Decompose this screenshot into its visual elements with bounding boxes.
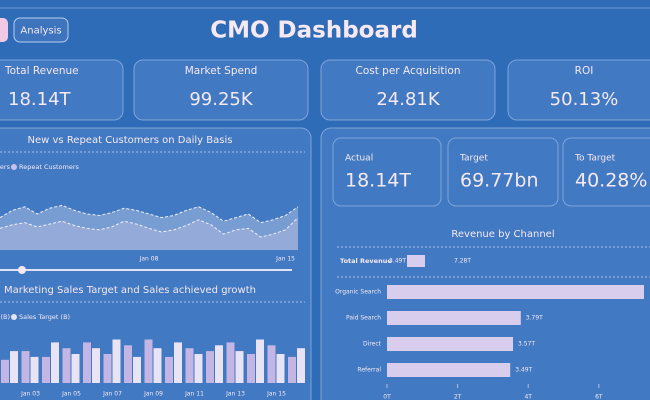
bar [124,345,132,383]
bar [267,345,276,383]
legend-label: Sales (B) [0,313,10,321]
bar [133,356,141,383]
chart-title: Revenue by Channel [451,229,554,240]
filter-label: Total Revenue [340,257,392,265]
bar [387,311,521,325]
area-line [0,204,299,224]
kpi-value: 99.25K [189,89,254,110]
kpi-value: 18.14T [8,89,72,110]
bar [174,342,182,383]
target-card [447,137,559,207]
bar [103,354,112,383]
target-value: 40.28% [575,170,647,192]
x-tick-label: Jan 15 [266,391,286,398]
value-label: 3.49T [515,367,532,374]
bar [215,345,223,383]
filter-max: 7.28T [454,258,471,265]
x-tick-label: Jan 09 [143,391,163,398]
legend-label: Repeat Customers [19,163,80,171]
slider-handle[interactable] [18,266,26,274]
bar [42,356,50,383]
bar [10,351,18,383]
bar [92,348,100,383]
kpi-label: Market Spend [185,65,258,77]
target-card [562,137,650,207]
bar [144,339,153,383]
x-tick-label: 4T [524,394,532,400]
target-value: 18.14T [345,170,411,192]
bar [153,348,162,383]
target-label: Target [459,154,488,164]
bar [62,348,71,383]
kpi-label: Cost per Acquisition [356,65,461,77]
legend-swatch [11,314,17,320]
bar [235,351,244,383]
target-value: 69.77bn [460,170,539,192]
bar [194,354,203,383]
value-label: 3.79T [526,315,543,322]
target-label: Actual [345,154,373,164]
category-label: Referral [357,367,381,374]
bar [387,363,511,377]
legend-label: New Customers [0,163,11,171]
bar [21,351,30,383]
bar [30,356,39,383]
chart-title: Marketing Sales Target and Sales achieve… [4,285,256,296]
bar [165,356,173,383]
bar [276,354,285,383]
legend-label: Sales Target (B) [19,313,70,321]
bar [112,339,121,383]
category-label: Paid Search [346,315,381,322]
legend-swatch [11,164,17,170]
page-title: CMO Dashboard [210,18,418,44]
x-tick-label: Jan 03 [20,391,40,398]
bar [288,356,296,383]
chart-title: New vs Repeat Customers on Daily Basis [28,135,233,146]
kpi-card [320,59,496,121]
kpi-card [0,59,124,121]
kpi-card [507,59,650,121]
bar [51,342,59,383]
filter-range[interactable] [407,255,425,267]
category-label: Direct [363,341,382,348]
bar [1,359,9,383]
bar [83,342,91,383]
x-tick-label: 6T [595,394,603,400]
bar [185,348,194,383]
value-label: 3.57T [518,341,535,348]
x-tick-label: Jan 15 [275,256,295,263]
x-tick-label: Jan 07 [102,391,122,398]
bar [387,337,514,351]
bar [387,285,644,299]
area-line [0,217,299,238]
target-label: To Target [574,154,616,164]
category-label: Organic Search [335,289,381,296]
x-tick-label: Jan 05 [61,391,81,398]
x-tick-label: Jan 13 [225,391,245,398]
nav-button[interactable] [0,18,8,42]
x-tick-label: 2T [454,394,462,400]
bar [206,351,214,383]
kpi-card [133,59,309,121]
analysis-button[interactable] [13,17,69,43]
kpi-label: Total Revenue [4,65,79,77]
filter-min: 3.49T [389,258,406,265]
bar [247,354,255,383]
kpi-value: 50.13% [550,89,619,110]
x-tick-label: Jan 11 [184,391,204,398]
kpi-value: 24.81K [376,89,441,110]
x-tick-label: Jan 08 [139,256,159,263]
x-tick-label: 0T [383,394,391,400]
target-card [332,137,442,207]
kpi-label: ROI [575,65,594,77]
bar [226,342,235,383]
button-label: Analysis [20,26,61,37]
bar [256,339,264,383]
bar [297,348,305,383]
left-panel [0,127,312,400]
area [0,205,298,250]
bar [71,354,80,383]
